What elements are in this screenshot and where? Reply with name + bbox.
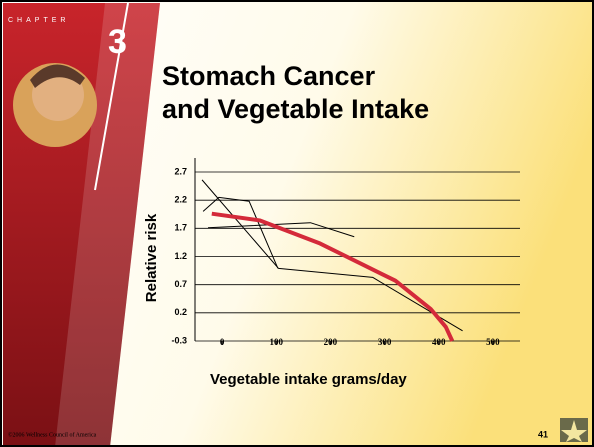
x-tick-label: 0 bbox=[220, 337, 225, 347]
plot: -0.3 0.2 0.7 1.2 1.7 2.2 2.7 0 100 200 300 400 500 bbox=[171, 158, 520, 347]
y-tick-label: 1.2 bbox=[174, 251, 187, 261]
chapter-number: 3 bbox=[108, 23, 127, 61]
y-tick-label: 1.7 bbox=[174, 223, 187, 233]
x-tick-label: 300 bbox=[378, 337, 392, 347]
series-line bbox=[201, 179, 463, 332]
divider bbox=[94, 2, 129, 191]
x-tick-label: 200 bbox=[324, 337, 338, 347]
series-line bbox=[211, 211, 455, 342]
illustration-hair bbox=[30, 64, 85, 88]
footer: ©2006 Wellness Council of America bbox=[8, 431, 97, 438]
y-tick-label: 2.2 bbox=[174, 195, 187, 205]
x-tick-label: 400 bbox=[432, 337, 446, 347]
y-tick-label: 0.7 bbox=[174, 279, 187, 289]
title-line: Stomach Cancer bbox=[162, 61, 376, 91]
title-line: and Vegetable Intake bbox=[162, 94, 429, 124]
x-axis-label: Vegetable intake grams/day bbox=[210, 371, 407, 388]
chapter-label: CHAPTER bbox=[8, 17, 69, 24]
y-tick-label: 0.2 bbox=[174, 307, 187, 317]
logo-star bbox=[561, 420, 587, 442]
page-number: 41 bbox=[538, 429, 548, 439]
y-tick-label: 2.7 bbox=[174, 166, 187, 176]
y-tick-label: -0.3 bbox=[171, 335, 187, 345]
series-line bbox=[202, 196, 279, 269]
band-stripe bbox=[55, 3, 160, 447]
x-tick-label: 500 bbox=[486, 337, 500, 347]
series-line bbox=[207, 222, 355, 238]
y-axis-label: Relative risk bbox=[143, 213, 160, 302]
x-tick-label: 100 bbox=[270, 337, 284, 347]
illustration-face bbox=[32, 69, 84, 121]
